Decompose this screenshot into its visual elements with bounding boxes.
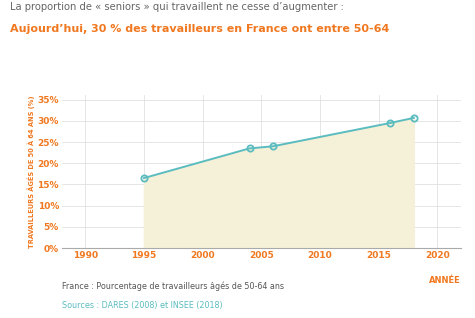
Text: La proportion de « seniors » qui travaillent ne cesse d’augmenter :: La proportion de « seniors » qui travail… bbox=[10, 2, 343, 11]
Y-axis label: TRAVAILLEURS ÂGÉS DE 50 À 64 ANS (%): TRAVAILLEURS ÂGÉS DE 50 À 64 ANS (%) bbox=[27, 95, 35, 248]
Text: Aujourd’hui, 30 % des travailleurs en France ont entre 50-64: Aujourd’hui, 30 % des travailleurs en Fr… bbox=[10, 24, 389, 34]
Text: Sources : DARES (2008) et INSEE (2018): Sources : DARES (2008) et INSEE (2018) bbox=[62, 301, 222, 309]
Text: France : Pourcentage de travailleurs âgés de 50-64 ans: France : Pourcentage de travailleurs âgé… bbox=[62, 281, 284, 291]
Text: ANNÉE: ANNÉE bbox=[429, 275, 461, 285]
